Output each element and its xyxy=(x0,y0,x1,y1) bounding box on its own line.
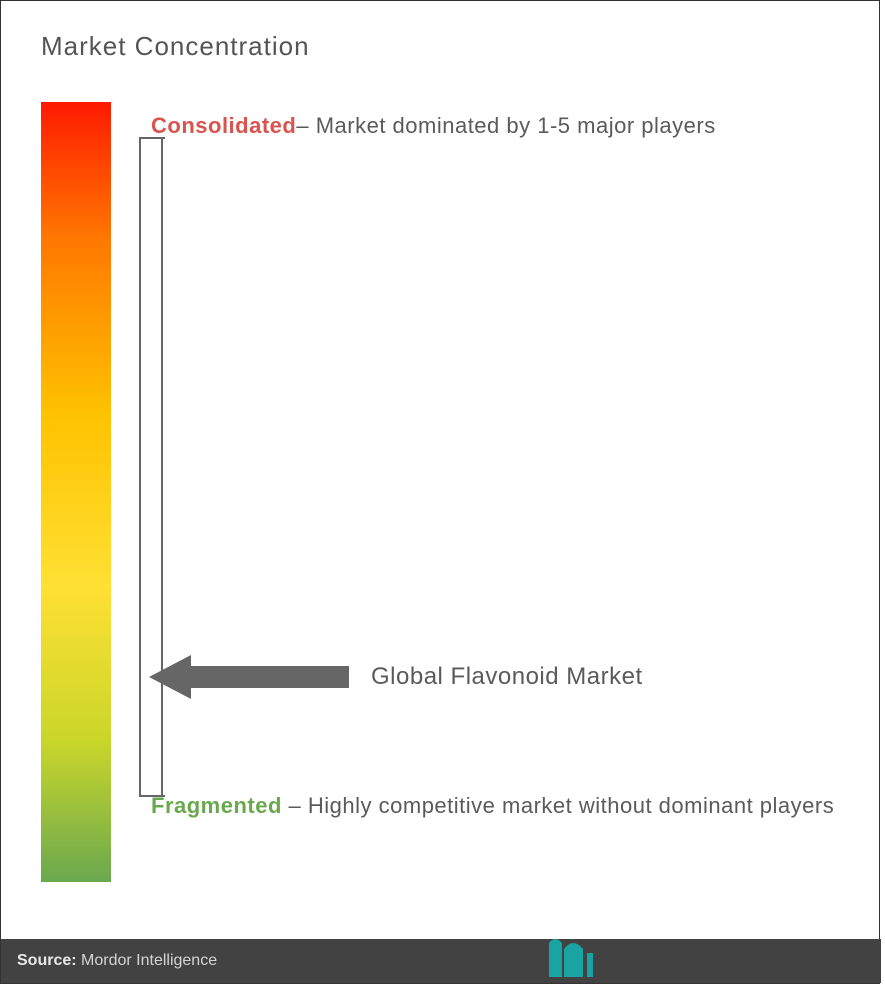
consolidated-label: Consolidated xyxy=(151,113,296,138)
market-label: Global Flavonoid Market xyxy=(371,663,643,691)
brand-logo-block xyxy=(549,935,809,977)
arrow-left-icon xyxy=(149,652,349,702)
fragmented-text: – Highly competitive market without domi… xyxy=(282,793,834,818)
consolidated-description: Consolidated– Market dominated by 1-5 ma… xyxy=(151,102,851,150)
chart-area: Consolidated– Market dominated by 1-5 ma… xyxy=(41,102,839,882)
fragmented-label: Fragmented xyxy=(151,793,282,818)
brand-logo-icon xyxy=(549,935,603,977)
bracket-left-vert xyxy=(139,137,141,797)
consolidated-text: – Market dominated by 1-5 major players xyxy=(296,113,715,138)
source-label: Source: xyxy=(17,952,77,970)
source-value: Mordor Intelligence xyxy=(81,952,217,970)
infographic-container: Market Concentration Consolidated– Marke… xyxy=(0,0,880,984)
concentration-gradient-bar xyxy=(41,102,111,882)
brand-logo-bar xyxy=(607,940,807,972)
page-title: Market Concentration xyxy=(41,31,839,62)
fragmented-description: Fragmented – Highly competitive market w… xyxy=(151,782,851,830)
market-pointer: Global Flavonoid Market xyxy=(149,652,643,702)
